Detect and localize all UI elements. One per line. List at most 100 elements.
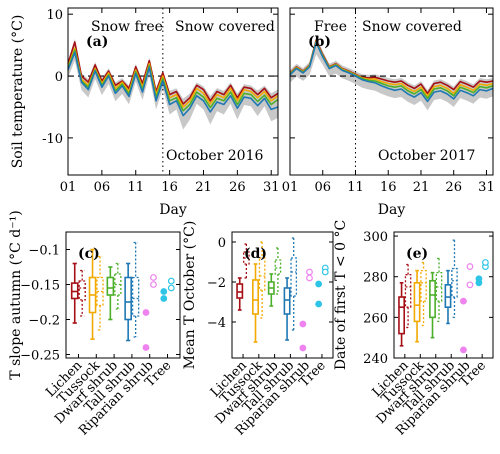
point-tree-2016 [160,288,168,295]
box-tall_shrub-2016 [283,277,291,341]
box-iqr [290,257,298,297]
x-tick-label: 21 [195,180,212,195]
box-iqr [236,283,244,299]
x-tick-label: 11 [347,180,364,195]
box-lichen-2017 [243,243,250,279]
box-iqr [283,287,291,315]
panel-b-timeseries-2017: 01 06 11 16 21 26 31 Free Snow covered October 20… [282,7,495,218]
plot-frame [67,7,279,176]
y-tick-label: −0.25 [20,349,60,364]
y-tick-label: −0.2 [28,314,60,329]
point-tree-2017 [321,268,329,276]
box-lichen-2017 [404,263,412,329]
point-riparian_shrub-2017 [150,281,157,288]
panel-annotation: Snow covered [362,19,462,35]
plot-frame [65,231,181,359]
x-tick-label: 01 [60,180,77,195]
box-tall_shrub-2016 [124,262,132,342]
box-iqr [444,284,452,308]
box-tall_shrub-2017 [290,237,298,331]
y-tick-label: 0 [55,70,63,85]
panel-label: (e) [406,246,428,262]
x-tick-label: 31 [478,180,495,195]
x-tick-label: 06 [314,180,331,195]
series-line-dwarf_shrub [67,49,279,112]
point-tree-2016 [315,280,323,288]
x-tick-label: 16 [161,180,178,195]
y-tick-label: 260 [363,311,388,326]
site-range-envelope [68,38,278,130]
y-axis-label: Soil temperature (°C) [10,15,26,169]
panel-label: (a) [86,34,108,50]
point-riparian_shrub-2016 [142,344,150,351]
box-tussock-2016 [413,269,421,343]
panel-label: (c) [78,246,100,262]
y-axis-label: Date of first T < 0 °C [333,220,349,370]
y-axis-label: T slope autumn (°C d⁻¹) [8,210,24,379]
y-tick-label: -10 [42,132,63,147]
x-tick-label: 21 [413,180,430,195]
x-axis-label: Day [159,202,187,218]
point-riparian_shrub-2016 [299,320,307,328]
point-riparian_shrub-2017 [150,274,157,281]
y-tick-label: −0.1 [28,244,60,259]
y-tick-label: −4 [207,316,226,331]
box-iqr [398,296,406,335]
box-iqr [413,282,421,323]
series-line-tall_shrub [289,41,494,103]
point-riparian_shrub-2017 [306,274,313,282]
box-dwarf_shrub-2016 [429,271,436,339]
series-line-tussock [67,47,279,108]
box-iqr [78,280,86,301]
box-iqr [96,276,104,307]
x-tick-label: 11 [127,180,144,195]
box-iqr [114,273,122,296]
plot-frame [289,7,494,176]
panel-label: (b) [308,34,331,50]
box-lichen-2017 [78,269,86,317]
box-tussock-2016 [252,263,259,343]
point-riparian_shrub-2017 [466,281,474,289]
series-line-tall_shrub [67,51,279,117]
plot-frame [393,231,494,359]
plot-frame [231,231,334,359]
box-dwarf_shrub-2017 [274,247,282,295]
y-tick-label: −2 [207,276,226,291]
box-lichen-2016 [236,277,244,311]
point-riparian_shrub-2016 [142,309,150,316]
point-tree-2016 [160,295,168,302]
box-tussock-2017 [420,261,427,327]
box-iqr [258,257,266,291]
panel-annotation: Free [314,19,347,35]
box-dwarf_shrub-2016 [106,266,115,321]
box-dwarf_shrub-2017 [114,262,122,310]
box-tussock-2016 [88,248,97,340]
box-iqr [274,259,282,275]
point-riparian_shrub-2017 [306,268,313,276]
y-tick-label: 300 [363,230,388,245]
box-iqr [429,279,436,319]
x-tick-label: 01 [282,180,299,195]
box-tussock-2017 [258,241,266,319]
x-tick-label: 31 [263,180,280,195]
point-riparian_shrub-2016 [299,344,307,352]
point-riparian_shrub-2016 [460,297,467,305]
point-tree-2017 [482,259,489,266]
box-dwarf_shrub-2017 [435,257,443,323]
box-iqr [252,279,259,315]
box-iqr [131,276,140,317]
point-tree-2016 [315,300,323,308]
point-tree-2017 [167,277,175,285]
y-axis-label: Mean T October (°C) [182,221,198,370]
panel-a-timeseries-2016: -10 0 10 01 06 11 16 21 26 31 Snow free Snow covere… [10,7,280,218]
box-tussock-2017 [96,255,104,331]
y-tick-label: −0.15 [20,279,60,294]
box-tall_shrub-2017 [451,239,458,319]
box-lichen-2016 [398,282,406,347]
y-tick-label: 240 [363,352,388,367]
x-axis-label: Day [378,202,406,218]
